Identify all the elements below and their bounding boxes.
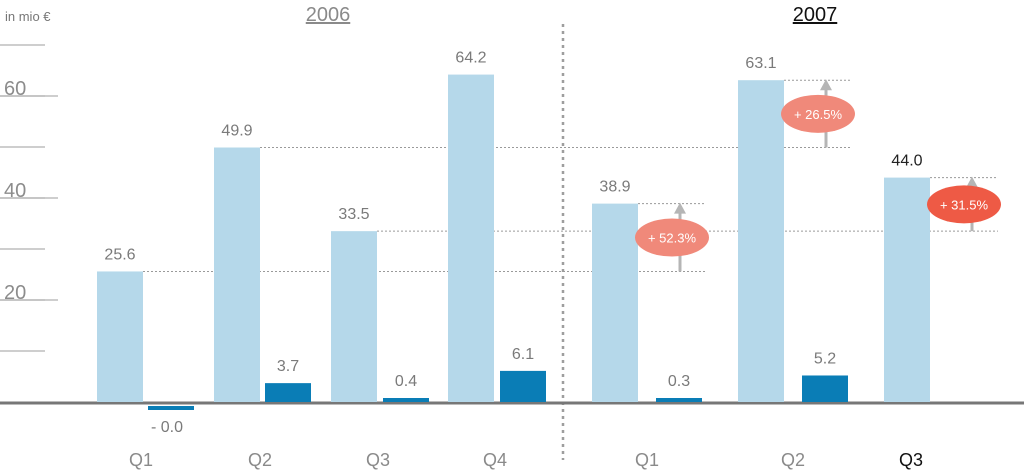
bar-dark <box>265 383 311 402</box>
growth-arrow-head <box>674 202 686 214</box>
value-label-dark: 0.4 <box>395 373 417 390</box>
growth-badge <box>635 218 709 257</box>
category-label: Q4 <box>483 450 507 470</box>
value-label-dark: 6.1 <box>512 346 534 363</box>
value-label-light: 64.2 <box>455 50 486 67</box>
growth-badge-text: + 31.5% <box>940 197 989 212</box>
bar-dark <box>802 375 848 402</box>
bar-dark <box>148 406 194 410</box>
bar-dark <box>656 398 702 402</box>
value-labels: 25.6 49.9 33.5 64.2 38.9 63.1 44.0 - 0.0 3.7 0.4 6… <box>104 50 922 436</box>
category-label: Q2 <box>248 450 272 470</box>
value-label-dark: 5.2 <box>814 350 836 367</box>
category-label: Q1 <box>635 450 659 470</box>
value-label-dark: 3.7 <box>277 358 299 375</box>
bar-light <box>592 203 638 402</box>
value-label-light: 33.5 <box>338 206 369 223</box>
category-label: Q3 <box>899 450 923 470</box>
bar-dark <box>383 398 429 402</box>
category-label: Q2 <box>781 450 805 470</box>
bars <box>97 74 930 410</box>
unit-label: in mio € <box>5 9 51 24</box>
value-label-dark: 0.3 <box>668 373 690 390</box>
y-tick-label: 20 <box>4 282 26 304</box>
value-label-light: 49.9 <box>221 123 252 140</box>
value-label-light: 38.9 <box>599 179 630 196</box>
year-label-2007: 2007 <box>793 4 838 26</box>
growth-badge <box>927 185 1001 224</box>
bar-light <box>214 147 260 402</box>
growth-arrow-head <box>966 176 978 188</box>
growth-badge-text: + 26.5% <box>794 107 843 122</box>
category-label: Q1 <box>129 450 153 470</box>
x-axis: Q1 Q2 Q3 Q4 Q1 Q2 Q3 <box>129 450 923 470</box>
bar-dark <box>500 370 546 402</box>
value-label-light: 25.6 <box>104 246 135 263</box>
y-tick-label: 60 <box>4 78 26 100</box>
bar-light <box>97 271 143 402</box>
bar-light <box>331 231 377 402</box>
bar-light <box>884 177 930 402</box>
year-label-2006: 2006 <box>306 4 351 26</box>
value-label-light: 63.1 <box>745 55 776 72</box>
category-label: Q3 <box>366 450 390 470</box>
bar-light <box>738 80 784 402</box>
value-label-light: 44.0 <box>891 153 922 170</box>
growth-badge-text: + 52.3% <box>648 231 697 246</box>
growth-annotations: + 52.3% + 26.5% + 31.5% <box>635 79 1001 272</box>
growth-arrow-head <box>820 79 832 91</box>
y-axis: 60 40 20 <box>0 44 58 352</box>
value-label-dark: - 0.0 <box>151 419 183 436</box>
y-tick-label: 40 <box>4 180 26 202</box>
bar-light <box>448 74 494 402</box>
header: in mio € 2006 2007 <box>5 4 837 26</box>
growth-badge <box>781 94 855 133</box>
